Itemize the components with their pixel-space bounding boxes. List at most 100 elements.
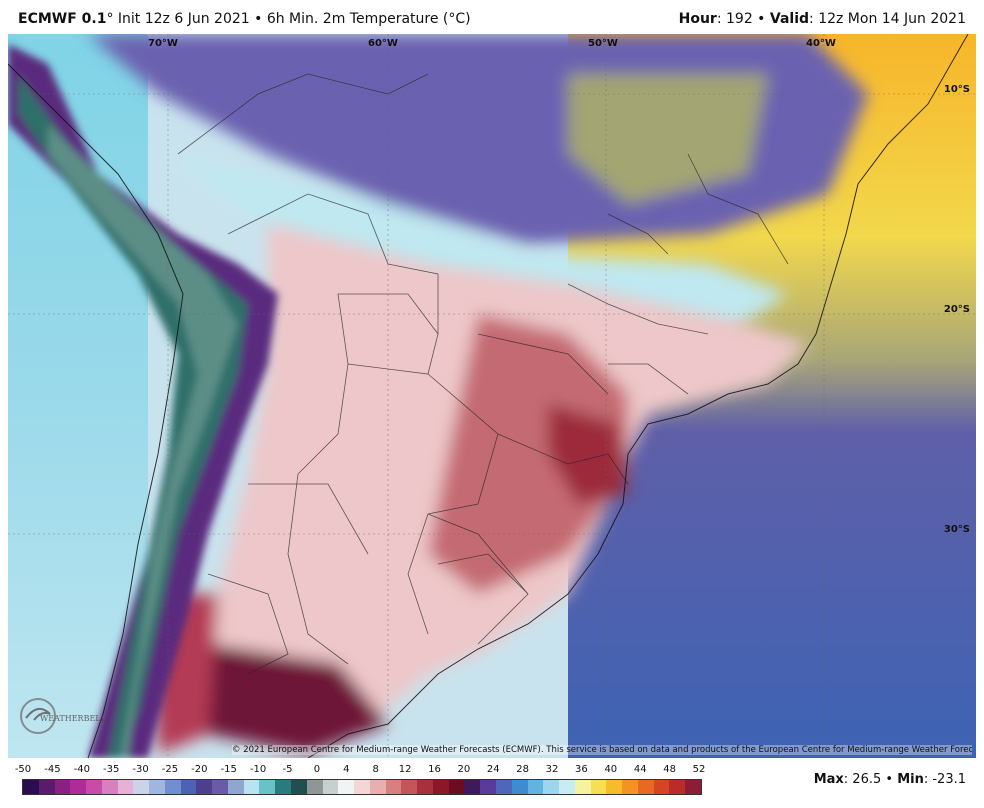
model-run-description: ° Init 12z 6 Jun 2021 • 6h Min. 2m Tempe…	[106, 11, 471, 27]
legend-tick: 24	[486, 764, 500, 775]
legend-swatch	[448, 780, 465, 794]
legend-swatch	[354, 780, 370, 794]
legend-swatch	[212, 780, 228, 794]
legend-tick: 20	[457, 764, 471, 775]
legend-swatch	[574, 780, 591, 794]
legend-tick: 28	[516, 764, 530, 775]
legend-tick: 0	[313, 764, 321, 775]
legend-swatch	[243, 780, 260, 794]
legend-swatch	[306, 780, 323, 794]
map-header: ECMWF 0.1° Init 12z 6 Jun 2021 • 6h Min.…	[0, 0, 984, 34]
legend-swatch	[338, 780, 355, 794]
temperature-map[interactable]: 70°W 60°W 50°W 40°W 10°S 20°S 30°S	[8, 34, 976, 758]
legend-swatch	[259, 780, 276, 794]
legend-swatch	[559, 780, 575, 794]
legend-swatch	[275, 780, 292, 794]
political-borders	[177, 73, 789, 675]
legend-swatch	[669, 780, 686, 794]
legend-swatch	[653, 780, 670, 794]
legend-swatch	[133, 780, 150, 794]
legend-swatch	[385, 780, 402, 794]
legend-tick: -15	[220, 764, 237, 775]
legend-tick: 4	[343, 764, 350, 775]
legend-swatch	[590, 780, 607, 794]
max-label: Max	[813, 772, 844, 787]
legend-tick: -30	[132, 764, 149, 775]
logo-text: WEATHERBELL	[40, 714, 106, 723]
legend-tick: 12	[398, 764, 412, 775]
legend-color-bar	[22, 779, 702, 795]
legend-swatch	[606, 780, 623, 794]
lon-label-60w: 60°W	[368, 38, 398, 49]
legend-swatch	[637, 780, 654, 794]
weatherbell-logo: WEATHERBELL	[18, 696, 108, 736]
legend-swatch	[495, 780, 512, 794]
legend-swatch	[86, 780, 102, 794]
legend-swatch	[464, 780, 481, 794]
legend-tick: -45	[44, 764, 61, 775]
legend-swatch	[196, 780, 213, 794]
legend-swatch	[180, 780, 197, 794]
legend-tick: 40	[604, 764, 618, 775]
legend-tick: 48	[663, 764, 676, 775]
legend-swatch	[543, 780, 560, 794]
legend-tick: -40	[73, 764, 90, 775]
color-scale-legend: -50 -45 -40 -35 -30 -25 -20 -15 -10 -5 0 4 8 12 16 20 24…	[15, 764, 706, 804]
forecast-time: Hour: 192 • Valid: 12z Mon 14 Jun 2021	[679, 11, 966, 27]
legend-tick: 44	[633, 764, 647, 775]
legend-ticks: -50 -45 -40 -35 -30 -25 -20 -15 -10 -5 0 4 8 12 16 20 24…	[15, 764, 706, 778]
legend-swatch	[322, 780, 339, 794]
legend-tick: 52	[692, 764, 706, 775]
lat-label-20s: 20°S	[943, 304, 970, 315]
legend-swatch	[291, 780, 307, 794]
legend-swatch	[401, 780, 418, 794]
model-title: ECMWF 0.1° Init 12z 6 Jun 2021 • 6h Min.…	[18, 11, 471, 27]
legend-swatch	[101, 780, 118, 794]
legend-swatch	[227, 780, 244, 794]
legend-tick: 32	[545, 764, 559, 775]
coastline	[8, 34, 969, 758]
legend-tick: 36	[575, 764, 588, 775]
copyright-notice: © 2021 European Centre for Medium-range …	[232, 745, 972, 755]
valid-value: : 12z Mon 14 Jun 2021	[809, 11, 966, 27]
legend-tick: -35	[103, 764, 120, 775]
hour-label: Hour	[678, 11, 717, 27]
lon-label-70w: 70°W	[148, 38, 178, 49]
legend-swatch	[369, 780, 386, 794]
legend-tick: -5	[282, 764, 293, 775]
valid-label: Valid	[769, 11, 810, 27]
legend-swatch	[23, 780, 39, 794]
min-label: Min	[897, 772, 924, 787]
legend-swatch	[149, 780, 165, 794]
legend-tick: -25	[161, 764, 179, 775]
legend-tick: -20	[191, 764, 208, 775]
max-min-stats: Max: 26.5 • Min: -23.1	[814, 772, 966, 787]
legend-swatch	[70, 780, 87, 794]
graticule	[8, 34, 976, 758]
legend-swatch	[38, 780, 55, 794]
map-canvas	[8, 34, 976, 758]
legend-swatch	[527, 780, 544, 794]
legend-tick: 8	[372, 764, 379, 775]
legend-swatch	[417, 780, 433, 794]
lat-label-30s: 30°S	[943, 524, 970, 535]
legend-swatch	[54, 780, 71, 794]
logo-swirl-icon	[20, 698, 56, 734]
legend-swatch	[480, 780, 496, 794]
legend-swatch	[685, 780, 701, 794]
max-value: : 26.5 •	[843, 772, 898, 787]
legend-swatch	[117, 780, 134, 794]
lon-label-40w: 40°W	[806, 38, 836, 49]
legend-swatch	[164, 780, 181, 794]
legend-swatch	[511, 780, 528, 794]
legend-swatch	[432, 780, 449, 794]
legend-tick: -50	[14, 764, 32, 775]
legend-tick: 16	[428, 764, 441, 775]
min-value: : -23.1	[923, 772, 966, 787]
lat-label-10s: 10°S	[943, 84, 970, 95]
legend-swatch	[622, 780, 638, 794]
model-name: ECMWF 0.1	[18, 11, 107, 27]
hour-value: : 192 •	[716, 11, 770, 27]
lon-label-50w: 50°W	[588, 38, 618, 49]
legend-tick: -10	[249, 764, 267, 775]
